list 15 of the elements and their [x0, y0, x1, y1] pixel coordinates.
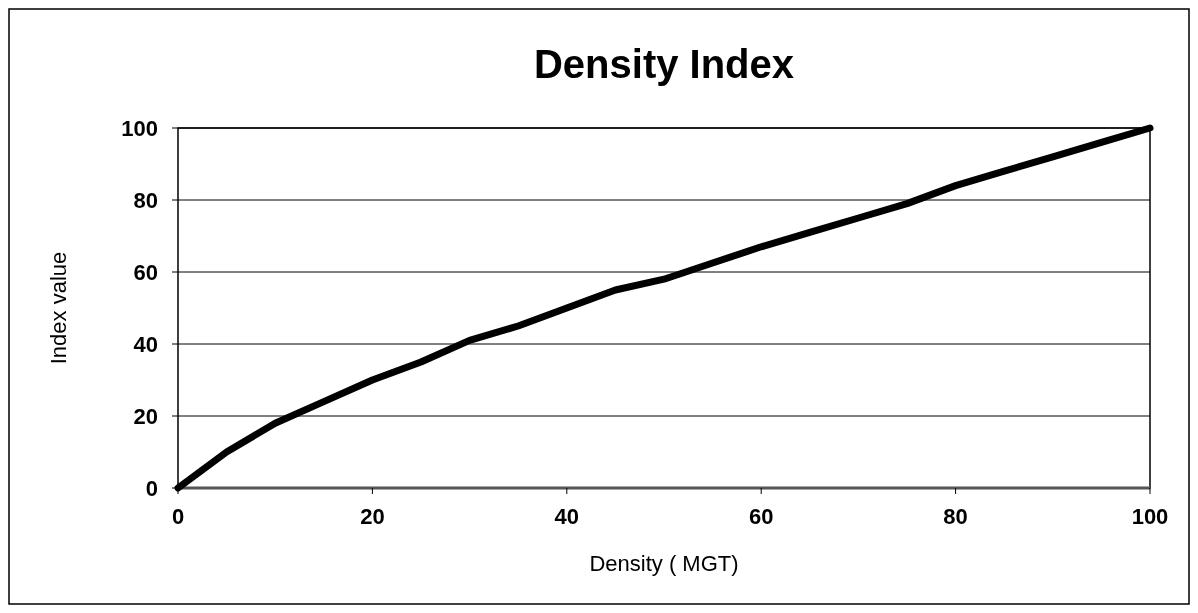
x-tick-label: 80	[943, 504, 968, 529]
y-tick-label: 80	[133, 187, 158, 213]
x-tick-label: 100	[1131, 504, 1169, 529]
y-tick-label: 0	[145, 475, 158, 501]
y-tick-label: 60	[133, 259, 158, 285]
y-tick-label: 100	[121, 115, 158, 141]
x-tick-label: 40	[554, 504, 580, 529]
x-tick-label: 20	[360, 504, 385, 529]
x-axis-title: Density ( MGT)	[589, 551, 739, 576]
y-tick-label: 40	[133, 331, 158, 357]
y-tick-label: 20	[133, 403, 158, 429]
x-tick-label: 0	[171, 504, 185, 529]
y-axis-title: Index value	[46, 251, 71, 365]
chart-title: Density Index	[533, 42, 795, 86]
x-tick-label: 60	[748, 504, 774, 529]
